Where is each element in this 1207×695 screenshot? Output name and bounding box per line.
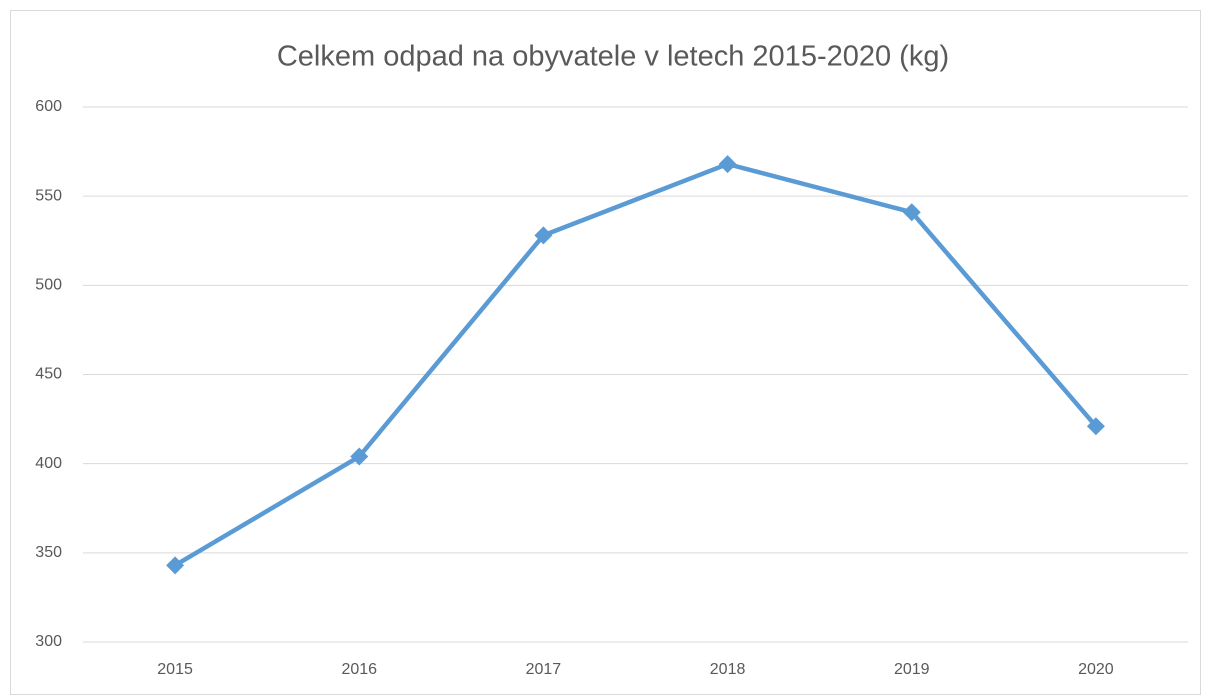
x-tick-label: 2017 bbox=[526, 661, 562, 678]
line-series bbox=[173, 161, 1098, 568]
y-tick-label: 300 bbox=[35, 633, 62, 650]
y-tick-label: 450 bbox=[35, 366, 62, 383]
y-tick-label: 400 bbox=[35, 455, 62, 472]
x-tick-label: 2019 bbox=[894, 661, 930, 678]
point-marker bbox=[1086, 417, 1105, 436]
chart-title: Celkem odpad na obyvatele v letech 2015-… bbox=[277, 41, 949, 73]
point-marker bbox=[902, 203, 921, 222]
y-tick-label: 350 bbox=[35, 544, 62, 561]
x-tick-label: 2018 bbox=[710, 661, 746, 678]
point-marker bbox=[534, 226, 553, 245]
point-marker bbox=[350, 447, 369, 466]
x-tick-label: 2016 bbox=[341, 661, 377, 678]
y-tick-label: 600 bbox=[35, 98, 62, 115]
x-tick-label: 2020 bbox=[1078, 661, 1114, 678]
chart-border bbox=[10, 10, 1201, 695]
point-marker bbox=[166, 556, 185, 575]
y-tick-label: 500 bbox=[35, 277, 62, 294]
y-tick-label: 550 bbox=[35, 187, 62, 204]
point-marker bbox=[718, 155, 737, 174]
x-tick-label: 2015 bbox=[157, 661, 193, 678]
